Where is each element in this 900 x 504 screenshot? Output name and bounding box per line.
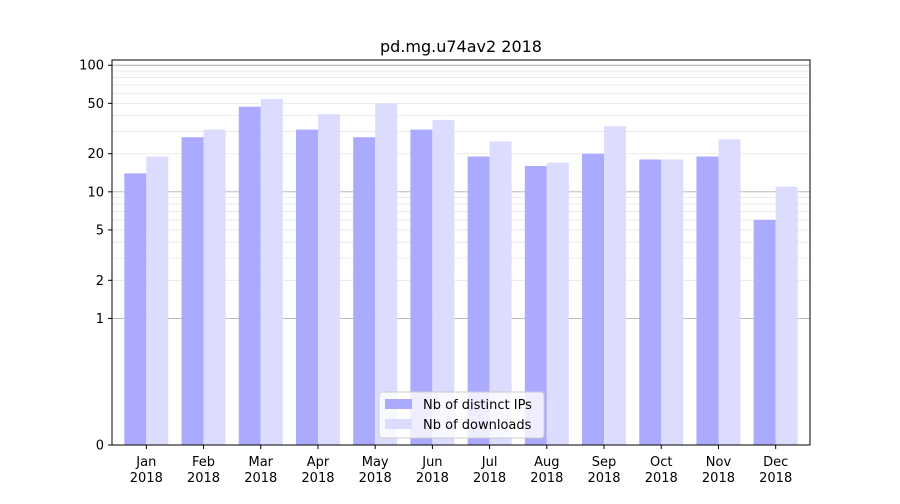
bar-distinct-ips	[753, 219, 776, 445]
y-tick-label: 0	[96, 439, 104, 454]
x-tick-label: Aug 2018	[530, 455, 563, 486]
bar-downloads	[775, 186, 798, 446]
bar-distinct-ips	[353, 137, 376, 446]
legend-box	[378, 391, 545, 439]
legend-swatch	[385, 399, 412, 409]
legend-swatch	[385, 419, 412, 429]
x-tick-label: Nov 2018	[702, 455, 735, 486]
x-tick-label: Sep 2018	[587, 455, 620, 486]
x-tick-label: May 2018	[359, 455, 392, 486]
y-tick-label: 10	[87, 185, 104, 200]
y-tick-label: 1	[96, 312, 104, 327]
bar-distinct-ips	[639, 159, 662, 445]
x-tick-label: Feb 2018	[187, 455, 220, 486]
bar-downloads	[203, 129, 226, 445]
bar-downloads	[546, 162, 569, 445]
legend: Nb of distinct IPs Nb of downloads	[378, 391, 545, 439]
y-tick-label: 100	[79, 59, 104, 74]
bar-distinct-ips	[238, 106, 261, 445]
legend-label: Nb of distinct IPs	[423, 398, 532, 413]
axis-layer: 0 1 2 5 10 20 50 100 Jan 2018 Feb 2018 Mar 2018 Apr 201…	[79, 59, 811, 486]
x-tick-label: Mar 2018	[244, 455, 277, 486]
y-tick-label: 2	[96, 274, 104, 289]
bar-distinct-ips	[524, 165, 547, 446]
grid-layer	[112, 64, 810, 319]
bar-distinct-ips	[410, 129, 433, 445]
bar-downloads	[604, 126, 627, 446]
bar-downloads	[317, 114, 340, 445]
bar-downloads	[661, 159, 684, 445]
y-tick-label: 20	[87, 147, 104, 162]
bar-distinct-ips	[696, 156, 719, 446]
x-tick-label: Jun 2018	[416, 455, 449, 486]
plot-frame	[111, 59, 811, 446]
y-tick-label: 5	[96, 223, 104, 238]
bar-distinct-ips	[582, 153, 605, 446]
x-tick-label: Oct 2018	[645, 455, 678, 486]
bar-downloads	[718, 139, 741, 445]
bar-downloads	[375, 103, 398, 445]
x-tick-label: Dec 2018	[759, 455, 792, 486]
x-tick-label: Apr 2018	[301, 455, 334, 486]
bar-distinct-ips	[295, 129, 318, 445]
bar-distinct-ips	[181, 137, 204, 446]
bar-distinct-ips	[124, 173, 147, 445]
bar-downloads	[432, 119, 455, 445]
y-tick-label: 50	[87, 97, 104, 112]
x-tick-label: Jul 2018	[473, 455, 506, 486]
bar-layer	[124, 99, 798, 446]
chart-title: pd.mg.u74av2 2018	[380, 37, 542, 56]
bar-downloads	[260, 99, 283, 445]
x-tick-label: Jan 2018	[130, 455, 163, 486]
bar-downloads	[146, 156, 169, 446]
bar-downloads	[489, 141, 512, 445]
bar-distinct-ips	[467, 156, 490, 446]
legend-label: Nb of downloads	[423, 418, 532, 433]
